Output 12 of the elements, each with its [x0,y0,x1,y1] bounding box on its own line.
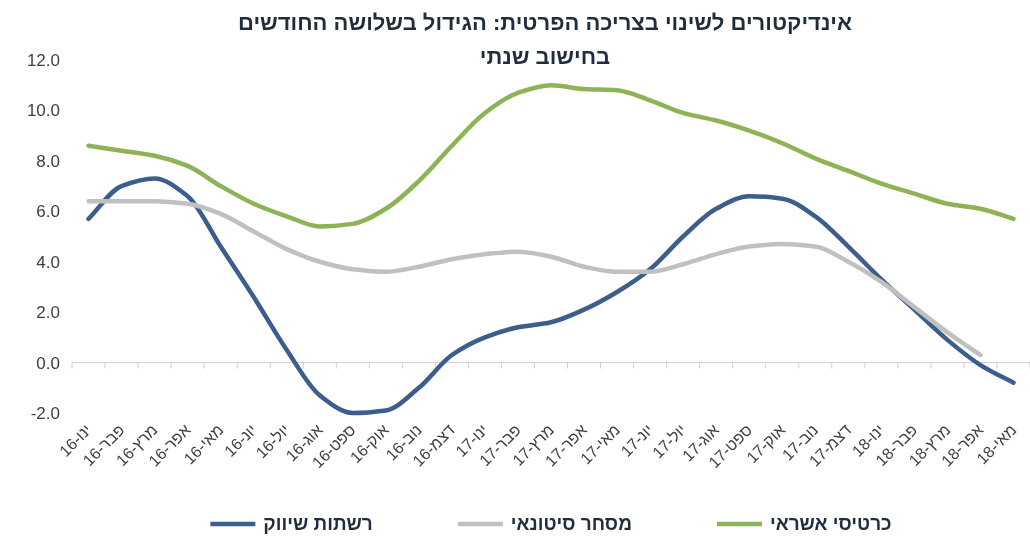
y-tick-label: 2.0 [36,303,60,323]
y-tick-label: -2.0 [30,404,60,423]
legend-label: רשתות שיווק [263,513,373,534]
y-tick-label: 6.0 [36,202,60,222]
legend-label: מסחר סיטונאי [510,513,632,534]
y-tick-label: 12.0 [26,51,60,70]
y-tick-label: 4.0 [36,252,60,272]
y-tick-label: 0.0 [36,353,60,373]
y-tick-label: 10.0 [26,101,60,121]
y-tick-label: 8.0 [36,151,60,171]
legend-label: כרטיסי אשראי [769,513,892,534]
title: אינדיקטורים לשינוי בצריכה הפרטית: הגידול בשלושה החודשים בחישוב שנתי [238,10,852,69]
